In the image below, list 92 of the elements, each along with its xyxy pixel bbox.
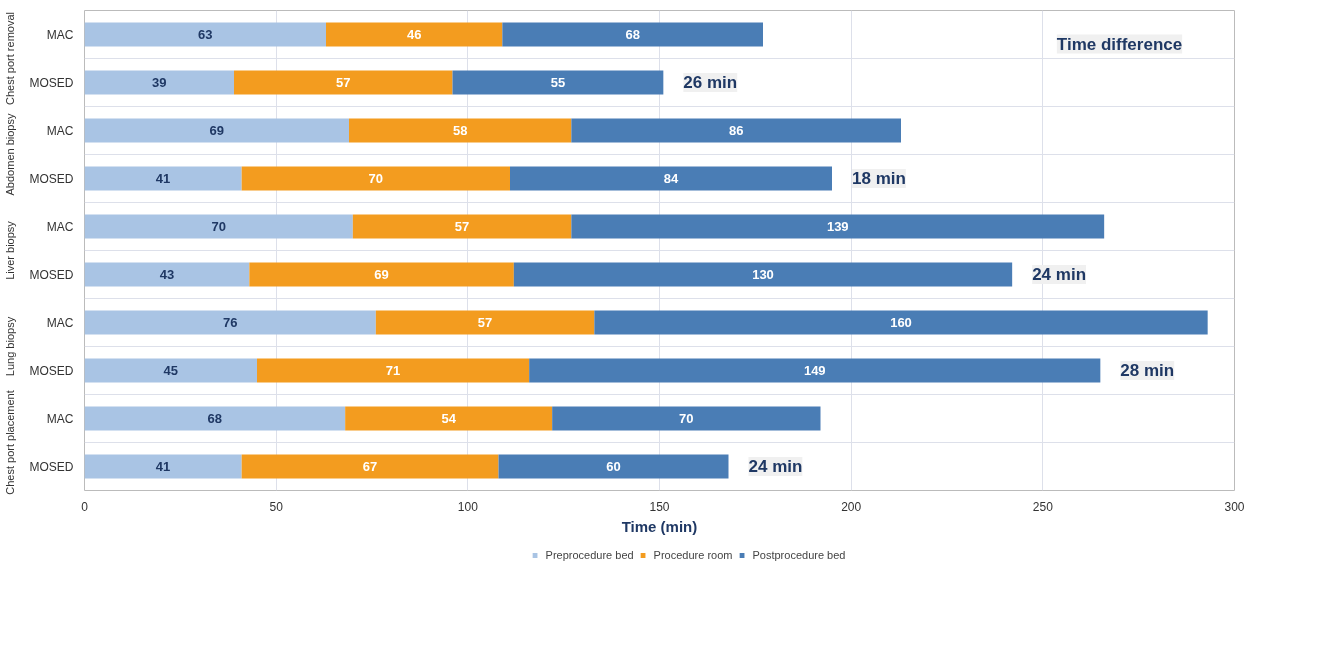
text: Chest port placement xyxy=(3,390,16,495)
bar xyxy=(84,166,242,191)
bar xyxy=(241,454,499,479)
text: Lung biopsy xyxy=(3,316,16,377)
data-label: 70 xyxy=(679,411,694,426)
data-label: 84 xyxy=(663,171,679,186)
y-tick-label: MAC xyxy=(46,315,74,330)
data-label: 58 xyxy=(452,123,468,138)
annotation: 24 min xyxy=(1032,265,1087,284)
data-label: 86 xyxy=(728,123,744,138)
bar xyxy=(529,358,1101,383)
data-label: 39 xyxy=(152,75,167,90)
annotation: 28 min xyxy=(1120,361,1175,380)
x-tick-label: 200 xyxy=(841,499,862,514)
bar xyxy=(84,118,349,143)
x-tick-label: 150 xyxy=(649,499,670,514)
bar xyxy=(326,22,503,47)
bar xyxy=(84,406,346,431)
data-label: 41 xyxy=(155,459,171,474)
bar xyxy=(84,454,242,479)
bar xyxy=(571,214,1105,239)
x-tick-label: 0 xyxy=(81,499,89,514)
data-label: 68 xyxy=(207,411,223,426)
data-label: 76 xyxy=(222,315,238,330)
data-label: 70 xyxy=(211,219,226,234)
bar xyxy=(552,406,821,431)
data-label: 46 xyxy=(406,27,422,42)
data-label: 68 xyxy=(625,27,640,42)
legend-label: Procedure room xyxy=(653,549,733,561)
bar xyxy=(249,262,514,287)
text: Liver biopsy xyxy=(3,220,16,280)
bar xyxy=(84,22,326,47)
data-label: 60 xyxy=(606,459,621,474)
legend-label: Postprocedure bed xyxy=(752,549,846,561)
annotation: 26 min xyxy=(683,73,738,92)
data-label: 71 xyxy=(385,363,401,378)
data-label: 139 xyxy=(826,219,849,234)
y-tick-label: MOSED xyxy=(29,459,74,474)
x-axis-title: Time (min) xyxy=(621,517,698,535)
data-label: 55 xyxy=(550,75,566,90)
bar xyxy=(594,310,1208,335)
y-tick-label: MOSED xyxy=(29,363,74,378)
data-label: 130 xyxy=(752,267,774,282)
x-tick-label: 100 xyxy=(457,499,479,514)
data-label: 57 xyxy=(454,219,470,234)
bar xyxy=(84,70,234,95)
data-label: 63 xyxy=(198,27,213,42)
data-label: 67 xyxy=(362,459,378,474)
x-tick-label: 250 xyxy=(1032,499,1054,514)
bar xyxy=(84,310,376,335)
bar xyxy=(84,214,353,239)
annotation: Time difference xyxy=(1056,34,1183,54)
bar xyxy=(257,358,530,383)
bar xyxy=(498,454,729,479)
y-tick-label: MOSED xyxy=(29,75,74,90)
data-label: 41 xyxy=(155,171,171,186)
data-label: 43 xyxy=(159,267,175,282)
bar xyxy=(241,166,510,191)
bar xyxy=(502,22,763,47)
y-tick-label: MOSED xyxy=(29,171,74,186)
bar xyxy=(452,70,664,95)
annotation: 24 min xyxy=(748,457,803,476)
data-label: 54 xyxy=(441,411,457,426)
y-tick-label: MAC xyxy=(46,27,74,42)
y-tick-label: MAC xyxy=(46,219,74,234)
data-label: 70 xyxy=(368,171,384,186)
bar xyxy=(513,262,1013,287)
y-tick-label: MAC xyxy=(46,123,74,138)
y-tick-label: MOSED xyxy=(29,267,74,282)
bar xyxy=(345,406,553,431)
data-label: 69 xyxy=(374,267,389,282)
bar xyxy=(352,214,572,239)
bar xyxy=(84,358,257,383)
data-label: 57 xyxy=(477,315,493,330)
text: Abdomen biopsy xyxy=(3,113,16,196)
bar xyxy=(375,310,595,335)
legend-label: Preprocedure bed xyxy=(545,549,634,561)
bar xyxy=(349,118,572,143)
text: Chest port removal xyxy=(3,12,16,105)
x-tick-label: 50 xyxy=(269,499,284,514)
y-tick-label: MAC xyxy=(46,411,74,426)
bar xyxy=(571,118,901,143)
data-label: 45 xyxy=(163,363,178,378)
annotation: 18 min xyxy=(852,169,906,188)
data-label: 69 xyxy=(209,123,224,138)
bar xyxy=(234,70,453,95)
bar xyxy=(510,166,832,191)
data-label: 160 xyxy=(890,315,912,330)
bar xyxy=(84,262,250,287)
data-label: 149 xyxy=(803,363,826,378)
data-label: 57 xyxy=(336,75,351,90)
x-tick-label: 300 xyxy=(1224,499,1245,514)
